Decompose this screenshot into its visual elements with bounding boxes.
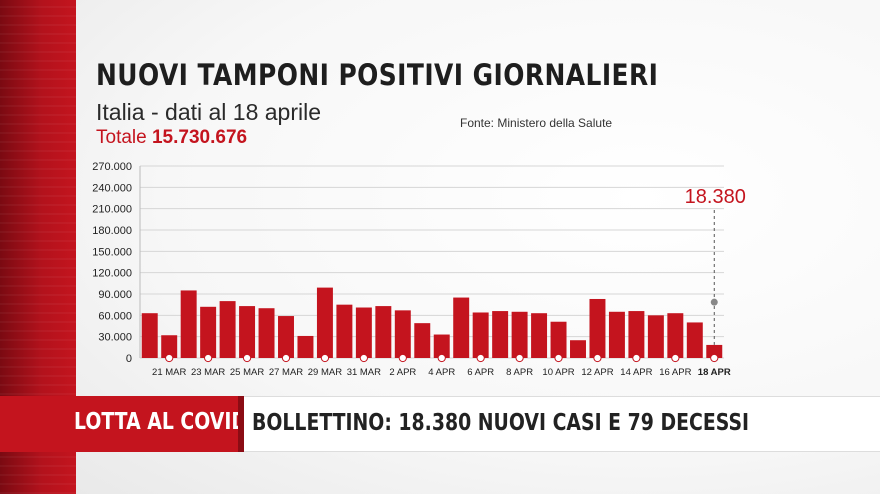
y-tick-label: 270.000 <box>92 161 132 173</box>
x-tick-label: 27 MAR <box>269 367 303 378</box>
tick-dot <box>671 353 680 363</box>
y-tick-label: 150.000 <box>92 246 132 258</box>
x-tick-label: 31 MAR <box>347 367 381 378</box>
bar <box>472 312 489 358</box>
tick-dot <box>281 353 291 363</box>
bar <box>433 334 450 358</box>
bar <box>550 321 567 358</box>
total-label: Totale <box>96 127 147 148</box>
tick-dot <box>593 353 602 363</box>
bar <box>336 304 353 358</box>
bar <box>511 311 528 358</box>
x-tick-label: 25 MAR <box>230 367 264 378</box>
bar <box>316 287 333 358</box>
highlight-marker <box>710 298 718 306</box>
bar <box>686 322 703 358</box>
ticker-tag-text: LOTTA AL COVID <box>74 409 248 435</box>
ticker-tag: LOTTA AL COVID <box>0 396 247 452</box>
x-tick-label: 6 APR <box>467 367 494 378</box>
bar <box>375 306 392 358</box>
x-tick-label: 12 APR <box>581 367 613 378</box>
ticker-message-text: BOLLETTINO: 18.380 NUOVI CASI E 79 DECES… <box>252 410 750 436</box>
x-tick-label: 8 APR <box>506 367 533 378</box>
y-tick-label: 90.000 <box>98 289 132 301</box>
x-tick-label: 10 APR <box>542 367 574 378</box>
y-tick-label: 210.000 <box>92 204 132 216</box>
x-tick-label: 4 APR <box>428 367 455 378</box>
x-tick-label: 2 APR <box>389 367 416 378</box>
bar <box>706 344 723 358</box>
tick-dot <box>165 353 174 363</box>
y-tick-label: 60.000 <box>98 310 132 322</box>
bar <box>647 315 664 358</box>
tick-dot <box>554 353 563 363</box>
bar <box>258 308 275 358</box>
tick-dot <box>515 353 524 363</box>
bar <box>219 301 236 358</box>
bar <box>278 316 294 358</box>
news-ticker: LOTTA AL COVID BOLLETTINO: 18.380 NUOVI … <box>0 396 880 452</box>
chart-title: NUOVI TAMPONI POSITIVI GIORNALIERI <box>96 58 659 92</box>
tick-dot <box>359 353 368 363</box>
x-tick-label: 29 MAR <box>308 367 342 378</box>
bar <box>492 311 509 358</box>
ticker-separator <box>238 396 244 452</box>
bar <box>570 340 586 358</box>
bar <box>355 307 372 358</box>
bar <box>394 310 411 358</box>
data-source: Fonte: Ministero della Salute <box>460 116 613 130</box>
bar <box>414 323 431 358</box>
bar <box>531 313 548 358</box>
bar-chart: 0 30.000 60.000 90.000 120.000 150.000 180.000… <box>92 161 746 378</box>
tick-dot <box>398 353 407 363</box>
bar <box>180 290 197 358</box>
chart-subtitle: Italia - dati al 18 aprile <box>96 99 322 125</box>
tick-dot <box>320 353 330 363</box>
bar <box>628 311 645 358</box>
tick-dot <box>204 353 213 363</box>
highlight-value-label: 18.380 <box>685 186 746 208</box>
y-tick-label: 120.000 <box>92 268 132 280</box>
total-cases: Totale 15.730.676 <box>96 127 247 149</box>
ticker-message: BOLLETTINO: 18.380 NUOVI CASI E 79 DECES… <box>244 396 880 452</box>
total-value: 15.730.676 <box>151 127 248 148</box>
x-tick-label: 21 MAR <box>152 367 186 378</box>
bar <box>589 298 606 358</box>
x-tick-label: 18 APR <box>698 367 731 378</box>
bar <box>667 313 684 358</box>
y-tick-label: 240.000 <box>92 182 132 194</box>
bar <box>453 297 470 358</box>
y-tick-label: 180.000 <box>92 225 132 237</box>
bar <box>161 335 178 358</box>
bar <box>141 313 158 358</box>
tick-dot <box>632 353 641 363</box>
bar <box>608 311 625 358</box>
tick-dot <box>476 353 485 363</box>
x-tick-label: 16 APR <box>659 367 691 378</box>
x-tick-label: 23 MAR <box>191 367 225 378</box>
y-tick-label: 30.000 <box>98 332 132 344</box>
x-tick-label: 14 APR <box>620 367 652 378</box>
tick-dot <box>710 353 719 363</box>
bar <box>239 306 256 358</box>
tick-dot <box>437 353 446 363</box>
y-tick-label: 0 <box>126 353 132 365</box>
bar <box>297 335 314 358</box>
bar <box>200 306 217 358</box>
tick-dot <box>242 353 252 363</box>
